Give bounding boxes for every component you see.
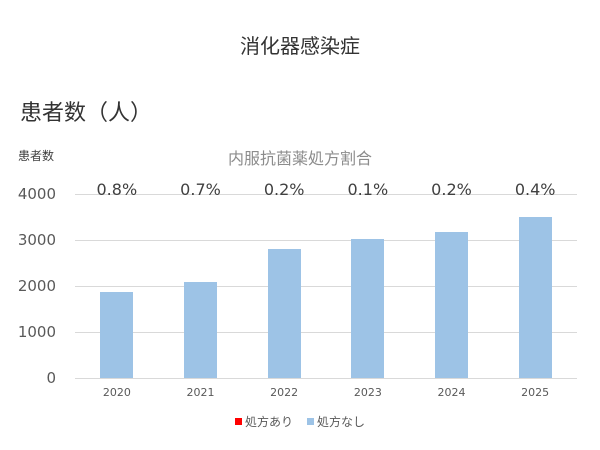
y-tick-label: 1000 xyxy=(17,323,56,341)
bar-without-prescription xyxy=(518,217,552,378)
prescription-rate-label: 0.1% xyxy=(347,180,389,199)
bar-without-prescription xyxy=(184,281,217,378)
legend: 処方あり 処方なし xyxy=(0,413,600,430)
y-tick-label: 3000 xyxy=(17,231,56,249)
bar-without-prescription xyxy=(435,232,468,378)
x-tick-label: 2024 xyxy=(437,386,466,399)
legend-label: 処方なし xyxy=(317,415,366,429)
legend-item-without-prescription: 処方なし xyxy=(307,413,365,430)
prescription-rate-label: 0.8% xyxy=(96,180,138,199)
y-tick-label: 2000 xyxy=(17,277,56,295)
y-axis-title: 患者数 xyxy=(18,149,55,163)
x-tick-label: 2020 xyxy=(102,386,131,399)
x-tick-label: 2023 xyxy=(353,386,382,399)
unit-label: 患者数（人） xyxy=(20,101,153,126)
prescription-rate-label: 0.2% xyxy=(263,180,305,199)
x-tick-label: 2025 xyxy=(521,386,550,399)
gridline xyxy=(75,378,577,379)
plot-area xyxy=(75,194,577,379)
gridline xyxy=(75,194,577,195)
legend-swatch-blue xyxy=(307,418,314,425)
bar-without-prescription xyxy=(100,291,134,378)
bar-without-prescription xyxy=(351,239,385,378)
x-tick-label: 2021 xyxy=(186,386,215,399)
gridline xyxy=(75,240,577,241)
bar-without-prescription xyxy=(267,249,301,378)
y-tick-label: 4000 xyxy=(17,185,56,203)
prescription-rate-label: 0.7% xyxy=(180,180,221,199)
gridline xyxy=(75,332,577,333)
legend-item-with-prescription: 処方あり xyxy=(234,413,293,430)
legend-swatch-red xyxy=(234,418,242,425)
prescription-rate-label: 0.2% xyxy=(431,180,472,199)
legend-label: 処方あり xyxy=(244,415,293,429)
gridline xyxy=(75,286,577,287)
prescription-rate-label: 0.4% xyxy=(514,180,556,199)
chart-subtitle: 内服抗菌薬処方割合 xyxy=(227,149,372,168)
chart-title: 消化器感染症 xyxy=(240,34,360,58)
y-tick-label: 0 xyxy=(46,369,56,387)
x-tick-label: 2022 xyxy=(270,386,299,399)
